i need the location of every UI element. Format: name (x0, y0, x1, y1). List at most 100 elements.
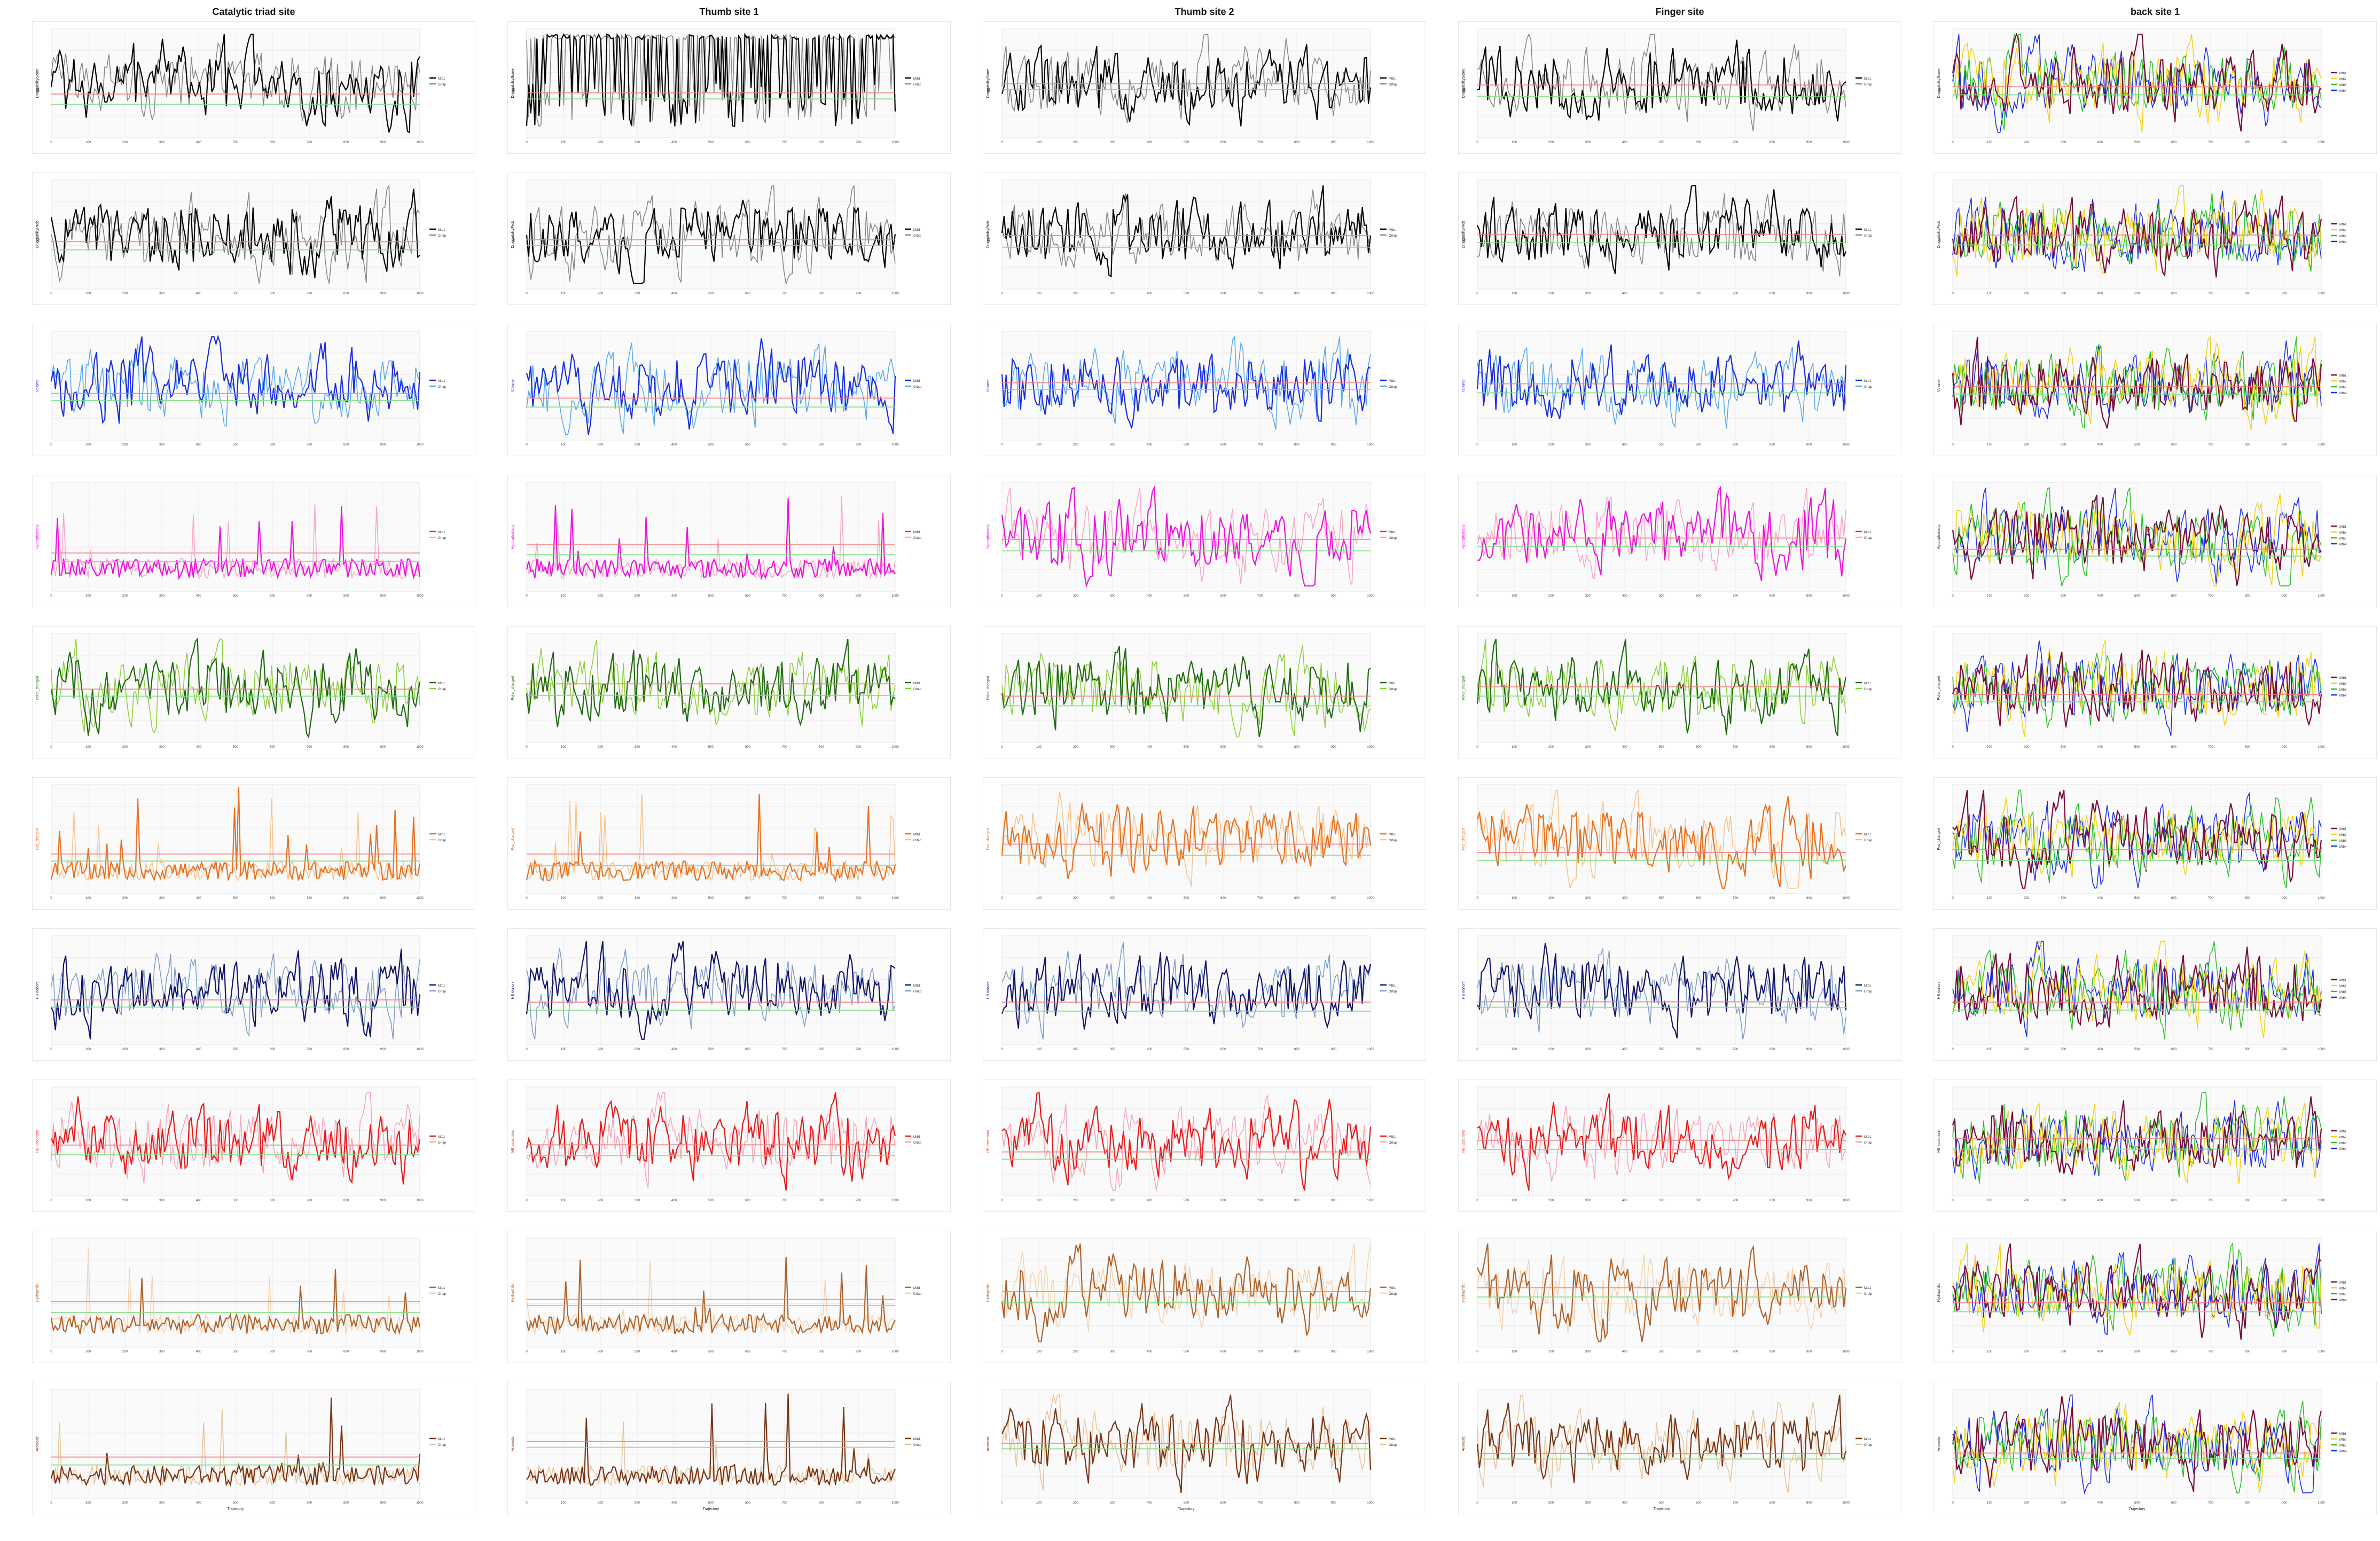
chart-panel: Polar_charged 0 100 200 300 400 500 600 700 800 90… (1933, 626, 2377, 758)
x-tick-label: 1000 (1367, 443, 1374, 447)
legend-label: Ortap (1389, 1444, 1397, 1447)
x-tick-label: 300 (159, 1501, 165, 1505)
y-axis-label: Hydrophilic (36, 1283, 40, 1302)
x-tick-label: 600 (1696, 595, 1702, 598)
x-tick-label: 400 (2097, 1199, 2103, 1202)
x-tick-label: 1000 (416, 595, 424, 598)
x-tick-label: 800 (343, 1350, 349, 1354)
x-tick-label: 600 (270, 595, 276, 598)
chart-panel: Polar_charged 0 100 200 300 400 500 600 700 800 90… (32, 626, 475, 758)
x-tick-label: 600 (1696, 897, 1702, 900)
x-tick-label: 0 (50, 746, 52, 749)
x-tick-label: 900 (1331, 595, 1337, 598)
y-axis-label: DruggabilityScore (1462, 68, 1466, 98)
y-axis-label: Aromatic (1462, 1436, 1466, 1451)
series-line (526, 33, 896, 127)
x-tick-label: 100 (1512, 1048, 1517, 1051)
x-tick-label: 500 (233, 1199, 239, 1202)
y-axis-label: Hydrophobicity (36, 524, 40, 549)
x-tick-label: 900 (380, 1048, 386, 1051)
x-tick-label: 300 (635, 1048, 640, 1051)
y-axis-label: Polar_charged (987, 676, 990, 700)
legend-label: Mtb1 (913, 77, 921, 81)
legend-label: Ortap (1864, 1444, 1873, 1447)
line-chart: Volume 0 100 200 300 400 500 600 700 800 900 1000 Mt… (507, 324, 951, 456)
x-tick-label: 700 (1733, 897, 1739, 900)
legend-label: Mtb1 (1864, 229, 1872, 232)
x-tick-label: 1000 (2318, 141, 2325, 144)
x-tick-label: 1000 (891, 746, 899, 749)
x-tick-label: 800 (1770, 746, 1775, 749)
x-tick-label: 400 (196, 292, 202, 295)
x-tick-label: 1000 (2318, 1501, 2325, 1505)
x-tick-label: 700 (2208, 141, 2214, 144)
x-tick-label: 700 (307, 1350, 312, 1354)
line-chart: Pos_charged 0 100 200 300 400 500 600 700 800 900 1… (32, 777, 475, 910)
legend-label: Ortap (1864, 1141, 1873, 1145)
x-tick-label: 300 (159, 1199, 165, 1202)
x-tick-label: 900 (1806, 1501, 1812, 1505)
series-line (526, 1261, 896, 1335)
legend-label: Mtb2 (2339, 1287, 2347, 1290)
x-tick-label: 100 (85, 1350, 91, 1354)
x-tick-label: 700 (2208, 1199, 2214, 1202)
chart-panel: DruggabilityProb 0 100 200 300 400 500 600 700 80… (1458, 173, 1901, 305)
x-tick-label: 200 (122, 1501, 128, 1505)
x-tick-label: 500 (708, 897, 714, 900)
x-axis-label: Trajectory (1654, 1507, 1670, 1511)
x-tick-label: 700 (782, 746, 788, 749)
chart-panel: Aromatic 0 100 200 300 400 500 600 700 800 900 1000… (507, 1382, 951, 1514)
legend-label: Mtb1 (1864, 1136, 1872, 1139)
series-line (1952, 185, 2322, 277)
x-tick-label: 900 (1806, 1350, 1812, 1354)
x-tick-label: 300 (2061, 746, 2066, 749)
line-chart: Polar_charged 0 100 200 300 400 500 600 700 800 90… (1458, 626, 1901, 758)
x-tick-label: 800 (343, 443, 349, 447)
x-tick-label: 800 (819, 292, 825, 295)
legend-label: Ortap (438, 839, 447, 842)
y-axis-label: Pos_charged (987, 828, 990, 850)
x-tick-label: 200 (2024, 1501, 2030, 1505)
x-tick-label: 1000 (1367, 1350, 1374, 1354)
legend-label: Mtb2 (2339, 683, 2347, 686)
x-tick-label: 800 (2245, 292, 2251, 295)
x-tick-label: 700 (1733, 746, 1739, 749)
x-tick-label: 600 (745, 897, 751, 900)
x-tick-label: 300 (1585, 1501, 1591, 1505)
x-tick-label: 900 (1806, 746, 1812, 749)
x-tick-label: 1000 (1367, 141, 1374, 144)
legend-label: Mtb1 (2339, 374, 2347, 378)
x-tick-label: 600 (745, 1350, 751, 1354)
x-tick-label: 800 (1294, 595, 1300, 598)
y-axis-label: DruggabilityScore (36, 68, 40, 98)
x-tick-label: 200 (598, 595, 604, 598)
line-chart: Hydrophilic 0 100 200 300 400 500 600 700 800 900 1… (32, 1231, 475, 1363)
series-line (526, 1092, 896, 1191)
x-tick-label: 0 (526, 1199, 528, 1202)
x-tick-label: 300 (2061, 1501, 2066, 1505)
x-tick-label: 200 (598, 443, 604, 447)
x-tick-label: 700 (782, 595, 788, 598)
x-tick-label: 100 (85, 746, 91, 749)
legend-label: Mtb1 (438, 833, 445, 836)
legend-label: Mtb1 (1864, 1438, 1872, 1441)
x-tick-label: 600 (745, 1048, 751, 1051)
x-tick-label: 400 (2097, 292, 2103, 295)
line-chart: Aromatic 0 100 200 300 400 500 600 700 800 900 1000… (32, 1382, 475, 1514)
legend-label: Mtb1 (438, 1287, 445, 1290)
x-tick-label: 700 (1257, 1048, 1263, 1051)
legend-label: Mtb1 (1389, 682, 1396, 685)
x-tick-label: 1000 (416, 897, 424, 900)
x-tick-label: 200 (598, 1048, 604, 1051)
x-tick-label: 900 (856, 897, 862, 900)
x-tick-label: 100 (1512, 141, 1517, 144)
line-chart: Hydrophobicity 0 100 200 300 400 500 600 700 800 9… (507, 475, 951, 607)
x-tick-label: 900 (856, 292, 862, 295)
series-line (526, 1421, 896, 1487)
x-tick-label: 0 (526, 595, 528, 598)
legend-label: Ortap (1389, 990, 1397, 994)
x-tick-label: 900 (1806, 595, 1812, 598)
x-tick-label: 700 (1257, 292, 1263, 295)
x-tick-label: 400 (671, 141, 677, 144)
